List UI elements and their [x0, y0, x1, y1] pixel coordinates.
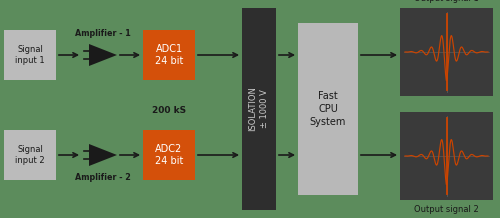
Text: Amplifier - 1: Amplifier - 1: [75, 29, 131, 37]
Bar: [400, 112, 493, 200]
Text: Output signal 2: Output signal 2: [414, 205, 479, 214]
Polygon shape: [89, 144, 117, 166]
Text: Fast
CPU
System: Fast CPU System: [310, 91, 346, 127]
Polygon shape: [89, 44, 117, 66]
Text: 200 kS: 200 kS: [152, 106, 186, 114]
Text: Signal
input 1: Signal input 1: [15, 45, 45, 65]
Text: ADC1
24 bit: ADC1 24 bit: [155, 44, 183, 66]
Bar: [242, 8, 276, 210]
Bar: [400, 8, 493, 96]
Text: Signal
input 2: Signal input 2: [15, 145, 45, 165]
Text: ADC2
24 bit: ADC2 24 bit: [155, 144, 183, 166]
Bar: [143, 130, 195, 180]
Text: Output signal 1: Output signal 1: [414, 0, 479, 3]
Bar: [298, 23, 358, 195]
Bar: [4, 30, 56, 80]
Text: Amplifier - 2: Amplifier - 2: [75, 172, 131, 182]
Bar: [143, 30, 195, 80]
Text: ISOLATION
± 1000 V: ISOLATION ± 1000 V: [248, 87, 270, 131]
Bar: [4, 130, 56, 180]
